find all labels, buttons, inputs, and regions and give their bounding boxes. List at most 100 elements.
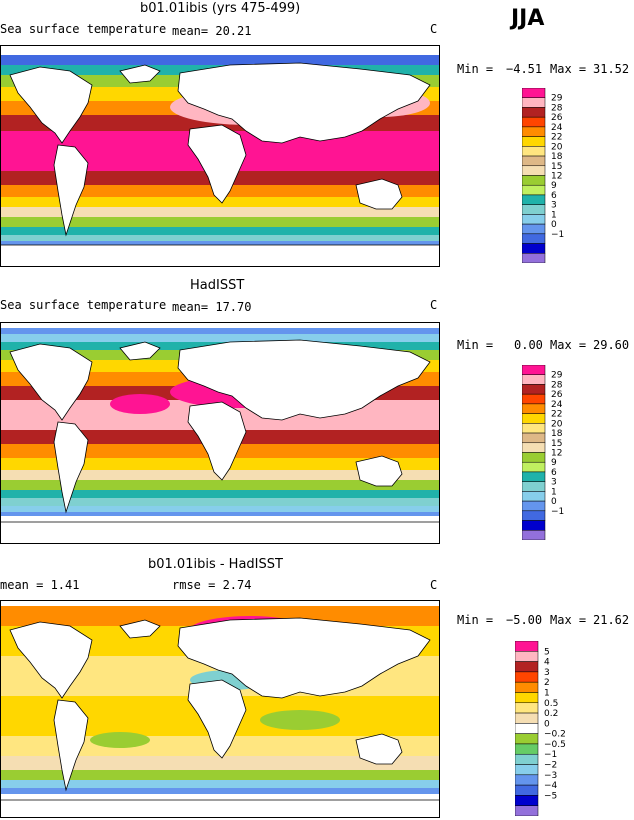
colorbar-swatch	[522, 423, 546, 434]
panel-2-mean-label: mean= 17.70	[172, 300, 252, 314]
colorbar-swatch	[522, 146, 546, 157]
colorbar-swatch	[522, 510, 546, 521]
colorbar-swatch	[515, 681, 539, 693]
panel-3-max-value: 21.62	[593, 613, 630, 627]
panel-1-title: b01.01ibis (yrs 475-499)	[140, 1, 301, 16]
colorbar-tick-label: 18	[551, 429, 563, 439]
colorbar-tick-label: 15	[551, 162, 562, 172]
panel-3-map	[0, 600, 440, 818]
colorbar-swatch	[515, 702, 539, 714]
colorbar-swatch	[522, 481, 546, 492]
colorbar-tick-label: 28	[551, 380, 563, 390]
colorbar-swatch	[515, 651, 539, 662]
colorbar-swatch	[522, 500, 546, 512]
colorbar-swatch	[522, 384, 546, 395]
panel-3-min-label: Min =	[457, 613, 494, 627]
colorbar-swatch	[522, 452, 546, 463]
panel-3-units: C	[430, 578, 438, 592]
panel-1-max-label: Max =	[550, 62, 587, 76]
panel-1-min-value: −4.51	[506, 62, 543, 76]
colorbar-tick-label: 0.2	[544, 709, 558, 719]
colorbar-swatch	[522, 116, 546, 128]
panel-2-map	[0, 322, 440, 544]
colorbar-swatch	[522, 88, 546, 98]
colorbar-swatch	[522, 491, 546, 502]
colorbar-swatch	[515, 774, 539, 786]
colorbar-swatch	[522, 530, 546, 540]
panel-1-max-value: 31.52	[593, 62, 630, 76]
colorbar-tick-label: 26	[551, 390, 563, 400]
colorbar-swatch	[515, 743, 539, 755]
colorbar-swatch	[522, 393, 546, 405]
colorbar-swatch	[522, 432, 546, 444]
colorbar-tick-label: 9	[551, 181, 557, 191]
colorbar-tick-label: −5	[544, 791, 557, 801]
colorbar-swatch	[515, 712, 539, 724]
colorbar-swatch	[515, 784, 539, 796]
panel-2-min-label: Min =	[457, 338, 494, 352]
panel-1-mean-label: mean= 20.21	[172, 24, 252, 38]
colorbar-swatch	[515, 764, 539, 776]
panel-2-min-value: 0.00	[514, 338, 543, 352]
colorbar-swatch	[515, 795, 539, 806]
colorbar-tick-label: 24	[551, 123, 563, 133]
colorbar-tick-label: −4	[544, 781, 558, 791]
colorbar-swatch	[515, 641, 539, 652]
colorbar-tick-label: 0.5	[544, 699, 558, 709]
colorbar-tick-label: 24	[551, 400, 563, 410]
colorbar-tick-label: 15	[551, 439, 562, 449]
colorbar-swatch	[515, 671, 539, 683]
colorbar-swatch	[522, 204, 546, 215]
panel-2-colorbar: 29 28 26 24 22 20 18 15 12 9 6 3 1 0 −1	[522, 365, 592, 540]
colorbar-swatch	[522, 471, 546, 482]
panel-2-max-value: 29.60	[593, 338, 630, 352]
panel-3-max-label: Max =	[550, 613, 587, 627]
colorbar-tick-label: 29	[551, 371, 563, 381]
colorbar-swatch	[522, 413, 546, 424]
panel-2-units: C	[430, 298, 438, 312]
panel-1-colorbar: 29 28 26 24 22 20 18 15 12 9 6 3 1 0 −1	[522, 88, 592, 263]
colorbar-tick-label: −1	[544, 750, 557, 760]
colorbar-swatch	[515, 805, 539, 816]
panel-2-variable-label: Sea surface temperature	[0, 298, 167, 312]
colorbar-swatch	[522, 365, 546, 375]
colorbar-tick-label: 5	[544, 647, 550, 657]
season-label: JJA	[511, 6, 545, 31]
colorbar-swatch	[522, 374, 546, 385]
colorbar-swatch	[522, 126, 546, 137]
colorbar-tick-label: 26	[551, 113, 563, 123]
colorbar-swatch	[522, 442, 546, 453]
colorbar-tick-label: 2	[544, 678, 550, 688]
colorbar-tick-label: 6	[551, 468, 557, 478]
colorbar-tick-label: 28	[551, 103, 563, 113]
panel-2-max-label: Max =	[550, 338, 587, 352]
colorbar-swatch	[515, 661, 539, 673]
colorbar-tick-label: 0	[551, 220, 557, 230]
colorbar-tick-label: 3	[551, 478, 557, 488]
colorbar-swatch	[522, 253, 546, 263]
colorbar-tick-label: 1	[551, 210, 557, 220]
colorbar-tick-label: 20	[551, 419, 563, 429]
colorbar-swatch	[515, 723, 539, 734]
colorbar-swatch	[522, 175, 546, 186]
colorbar-swatch	[522, 97, 546, 108]
colorbar-tick-label: 12	[551, 449, 562, 459]
colorbar-tick-label: 6	[551, 191, 557, 201]
panel-1-units: C	[430, 22, 438, 36]
colorbar-swatch	[515, 692, 539, 704]
colorbar-swatch	[522, 233, 546, 244]
colorbar-tick-label: −1	[551, 230, 564, 240]
colorbar-swatch	[515, 753, 539, 765]
panel-1-map	[0, 45, 440, 267]
colorbar-tick-label: 0	[551, 497, 557, 507]
colorbar-tick-label: 12	[551, 172, 562, 182]
panel-3-mean-label: mean = 1.41	[0, 578, 80, 592]
colorbar-swatch	[522, 107, 546, 118]
colorbar-swatch	[522, 155, 546, 167]
panel-1-min-label: Min =	[457, 62, 494, 76]
panel-3-colorbar: 5 4 3 2 1 0.5 0.2 0 −0.2 −0.5 −1 −2 −3 −4 −5	[515, 641, 585, 816]
panel-3-min-value: −5.00	[506, 613, 543, 627]
colorbar-swatch	[522, 214, 546, 225]
colorbar-tick-label: 0	[544, 719, 550, 729]
colorbar-tick-label: −2	[544, 761, 557, 771]
